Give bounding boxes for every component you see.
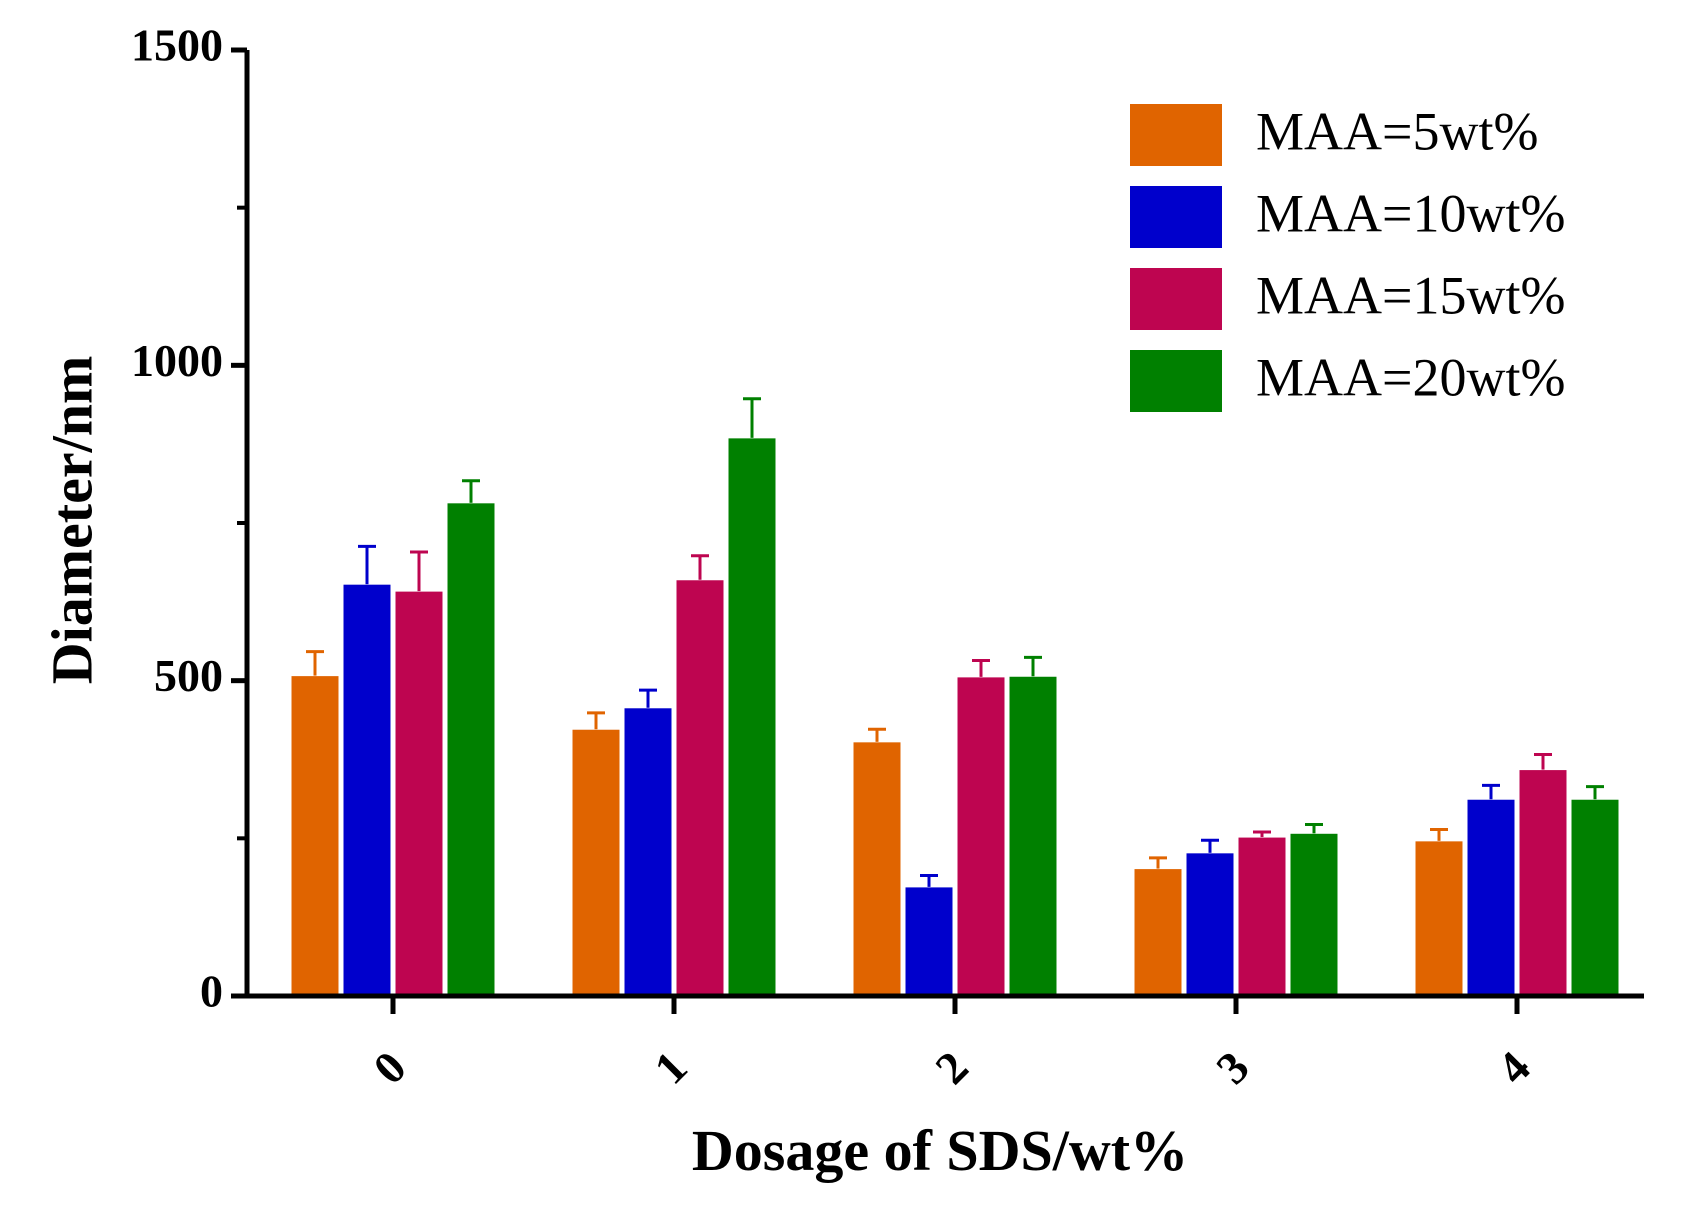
legend-swatch bbox=[1130, 104, 1222, 166]
legend-swatch bbox=[1130, 350, 1222, 412]
bar bbox=[1518, 769, 1568, 997]
bar bbox=[571, 728, 621, 997]
bar bbox=[1289, 832, 1339, 997]
bar bbox=[1008, 675, 1058, 997]
bar bbox=[342, 583, 392, 997]
bar bbox=[446, 502, 496, 997]
y-tick-label: 1500 bbox=[131, 20, 223, 71]
y-tick-label: 0 bbox=[200, 966, 223, 1017]
bar bbox=[675, 579, 725, 997]
x-tick-label: 0 bbox=[363, 1041, 415, 1093]
bar bbox=[1133, 868, 1183, 997]
bar bbox=[1185, 852, 1235, 997]
legend-label: MAA=20wt% bbox=[1256, 347, 1565, 407]
bar bbox=[1570, 798, 1620, 997]
bar bbox=[727, 437, 777, 997]
y-axis-label: Diameter/nm bbox=[39, 356, 104, 685]
y-tick-label: 500 bbox=[154, 650, 223, 701]
bars-layer bbox=[290, 397, 1620, 997]
x-tick-label: 2 bbox=[925, 1041, 977, 1093]
legend: MAA=5wt% MAA=10wt% MAA=15wt% MAA=20wt% bbox=[1130, 101, 1565, 412]
legend-swatch bbox=[1130, 268, 1222, 330]
x-tick-label: 4 bbox=[1487, 1041, 1539, 1093]
y-tick-label: 1000 bbox=[131, 335, 223, 386]
bar bbox=[1414, 840, 1464, 997]
bar bbox=[290, 675, 340, 997]
x-axis-label: Dosage of SDS/wt% bbox=[692, 1118, 1188, 1183]
bar bbox=[956, 676, 1006, 997]
bar bbox=[1466, 798, 1516, 997]
ticks-layer: 0 500 1000 1500 0 1 2 3 4 bbox=[131, 20, 1540, 1094]
x-tick-label: 3 bbox=[1206, 1041, 1258, 1093]
legend-label: MAA=10wt% bbox=[1256, 183, 1565, 243]
legend-swatch bbox=[1130, 186, 1222, 248]
bar bbox=[394, 590, 444, 997]
bar bbox=[852, 741, 902, 997]
bar bbox=[1237, 836, 1287, 997]
legend-label: MAA=5wt% bbox=[1256, 101, 1538, 161]
legend-label: MAA=15wt% bbox=[1256, 265, 1565, 325]
bar bbox=[623, 707, 673, 997]
bar bbox=[904, 886, 954, 997]
x-tick-label: 1 bbox=[644, 1041, 696, 1093]
